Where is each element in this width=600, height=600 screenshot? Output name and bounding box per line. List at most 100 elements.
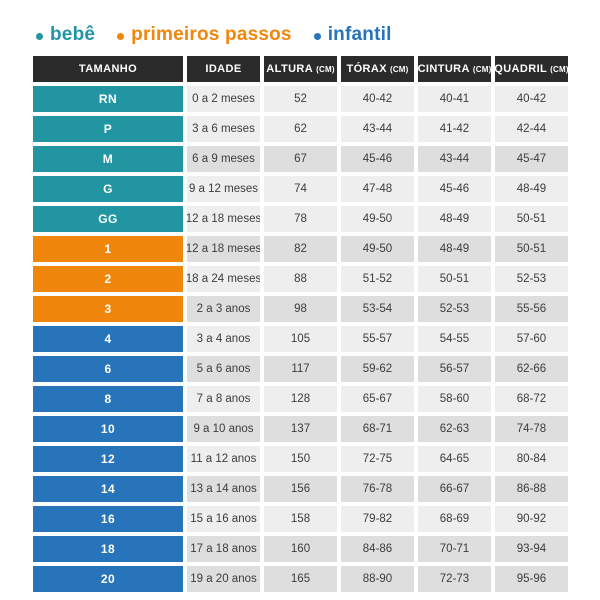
size-cell: 16 [33, 506, 183, 532]
height-cell: 128 [264, 386, 337, 412]
height-cell: 158 [264, 506, 337, 532]
size-cell: 8 [33, 386, 183, 412]
age-cell: 12 a 18 meses [187, 206, 260, 232]
size-cell: 14 [33, 476, 183, 502]
age-cell: 15 a 16 anos [187, 506, 260, 532]
waist-cell: 48-49 [418, 206, 491, 232]
height-cell: 98 [264, 296, 337, 322]
hip-cell: 62-66 [495, 356, 568, 382]
waist-cell: 70-71 [418, 536, 491, 562]
chest-cell: 59-62 [341, 356, 414, 382]
column-header-unit: (CM) [316, 64, 335, 74]
height-cell: 62 [264, 116, 337, 142]
hip-cell: 90-92 [495, 506, 568, 532]
age-cell: 11 a 12 anos [187, 446, 260, 472]
chest-cell: 76-78 [341, 476, 414, 502]
age-cell: 18 a 24 meses [187, 266, 260, 292]
size-cell: 18 [33, 536, 183, 562]
column-header-label: TÓRAX [346, 63, 387, 75]
size-cell: 6 [33, 356, 183, 382]
waist-cell: 64-65 [418, 446, 491, 472]
height-cell: 137 [264, 416, 337, 442]
column-header-5: QUADRIL (CM) [495, 56, 568, 82]
age-cell: 13 a 14 anos [187, 476, 260, 502]
waist-cell: 56-57 [418, 356, 491, 382]
age-cell: 12 a 18 meses [187, 236, 260, 262]
size-cell: M [33, 146, 183, 172]
height-cell: 88 [264, 266, 337, 292]
chest-cell: 55-57 [341, 326, 414, 352]
column-header-label: IDADE [205, 63, 242, 75]
waist-cell: 58-60 [418, 386, 491, 412]
column-header-label: CINTURA [418, 63, 470, 75]
legend-item-infantil: infantil [313, 24, 392, 46]
hip-cell: 50-51 [495, 206, 568, 232]
height-cell: 156 [264, 476, 337, 502]
bullet-icon [117, 32, 125, 40]
chest-cell: 72-75 [341, 446, 414, 472]
height-cell: 82 [264, 236, 337, 262]
waist-cell: 54-55 [418, 326, 491, 352]
hip-cell: 45-47 [495, 146, 568, 172]
legend: bebê primeiros passos infantil [0, 0, 600, 56]
age-cell: 5 a 6 anos [187, 356, 260, 382]
size-cell: G [33, 176, 183, 202]
height-cell: 78 [264, 206, 337, 232]
age-cell: 6 a 9 meses [187, 146, 260, 172]
height-cell: 67 [264, 146, 337, 172]
hip-cell: 50-51 [495, 236, 568, 262]
column-header-unit: (CM) [472, 64, 491, 74]
waist-cell: 45-46 [418, 176, 491, 202]
size-cell: 3 [33, 296, 183, 322]
hip-cell: 80-84 [495, 446, 568, 472]
size-cell: 2 [33, 266, 183, 292]
column-header-3: TÓRAX (CM) [341, 56, 414, 82]
waist-cell: 50-51 [418, 266, 491, 292]
column-header-0: TAMANHO [33, 56, 183, 82]
chest-cell: 51-52 [341, 266, 414, 292]
chest-cell: 79-82 [341, 506, 414, 532]
age-cell: 2 a 3 anos [187, 296, 260, 322]
waist-cell: 43-44 [418, 146, 491, 172]
age-cell: 9 a 12 meses [187, 176, 260, 202]
hip-cell: 55-56 [495, 296, 568, 322]
hip-cell: 52-53 [495, 266, 568, 292]
chest-cell: 88-90 [341, 566, 414, 592]
waist-cell: 62-63 [418, 416, 491, 442]
hip-cell: 48-49 [495, 176, 568, 202]
hip-cell: 86-88 [495, 476, 568, 502]
hip-cell: 68-72 [495, 386, 568, 412]
age-cell: 17 a 18 anos [187, 536, 260, 562]
waist-cell: 41-42 [418, 116, 491, 142]
chest-cell: 45-46 [341, 146, 414, 172]
bullet-icon [313, 32, 321, 40]
size-cell: 10 [33, 416, 183, 442]
size-cell: RN [33, 86, 183, 112]
height-cell: 105 [264, 326, 337, 352]
hip-cell: 74-78 [495, 416, 568, 442]
waist-cell: 48-49 [418, 236, 491, 262]
size-cell: 20 [33, 566, 183, 592]
legend-label-infantil: infantil [327, 24, 392, 45]
height-cell: 160 [264, 536, 337, 562]
hip-cell: 95-96 [495, 566, 568, 592]
age-cell: 7 a 8 anos [187, 386, 260, 412]
waist-cell: 66-67 [418, 476, 491, 502]
waist-cell: 68-69 [418, 506, 491, 532]
height-cell: 150 [264, 446, 337, 472]
column-header-4: CINTURA (CM) [418, 56, 491, 82]
bullet-icon [36, 32, 43, 40]
age-cell: 0 a 2 meses [187, 86, 260, 112]
column-header-label: TAMANHO [78, 63, 138, 75]
height-cell: 117 [264, 356, 337, 382]
hip-cell: 57-60 [495, 326, 568, 352]
chest-cell: 84-86 [341, 536, 414, 562]
column-header-label: ALTURA [266, 63, 314, 75]
height-cell: 165 [264, 566, 337, 592]
size-cell: P [33, 116, 183, 142]
chest-cell: 68-71 [341, 416, 414, 442]
chest-cell: 47-48 [341, 176, 414, 202]
height-cell: 52 [264, 86, 337, 112]
size-table: TAMANHO IDADE ALTURA (CM) TÓRAX (CM) CINTURA (C… [33, 56, 568, 592]
